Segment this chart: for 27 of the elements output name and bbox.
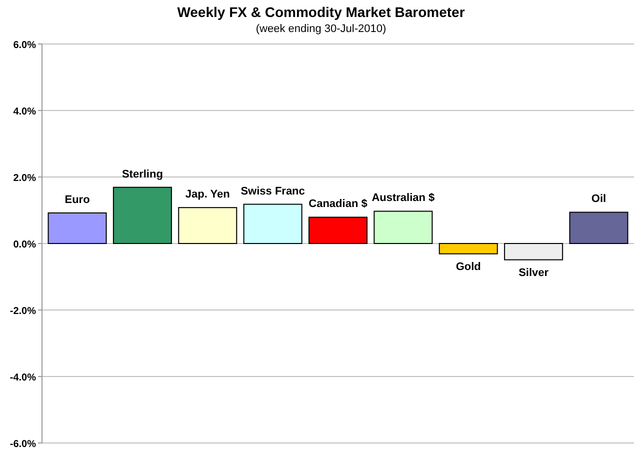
y-tick-label: 2.0% [13, 173, 36, 184]
bar [178, 207, 238, 244]
bar [569, 212, 628, 244]
y-tick-label: -6.0% [10, 439, 36, 450]
y-tick-label: -4.0% [10, 372, 36, 384]
bar [504, 243, 564, 260]
x-tick-label: Canadian $ [308, 198, 368, 210]
chart-subtitle: (week ending 30-Jul-2010) [256, 23, 386, 35]
y-tick-label: 6.0% [13, 40, 36, 51]
x-tick-label: Australian $ [372, 192, 435, 204]
y-tick-label: 0.0% [13, 240, 36, 250]
y-tick-label: -2.0% [10, 306, 36, 317]
x-tick-label: Oil [591, 193, 606, 206]
bar [374, 210, 433, 244]
x-tick-label: Jap. Yen [185, 188, 230, 201]
y-tick-label: 4.0% [13, 106, 36, 118]
x-tick-label: Swiss Franc [240, 185, 305, 198]
bar [243, 204, 302, 244]
x-tick-label: Sterling [122, 168, 163, 180]
bar [438, 243, 498, 254]
x-tick-label: Silver [518, 266, 550, 279]
bar [112, 186, 172, 244]
bar [48, 212, 107, 244]
x-tick-label: Gold [456, 260, 481, 273]
x-tick-label: Euro [64, 194, 90, 206]
chart-title: Weekly FX & Commodity Market Barometer [177, 4, 466, 20]
bar [308, 216, 368, 244]
